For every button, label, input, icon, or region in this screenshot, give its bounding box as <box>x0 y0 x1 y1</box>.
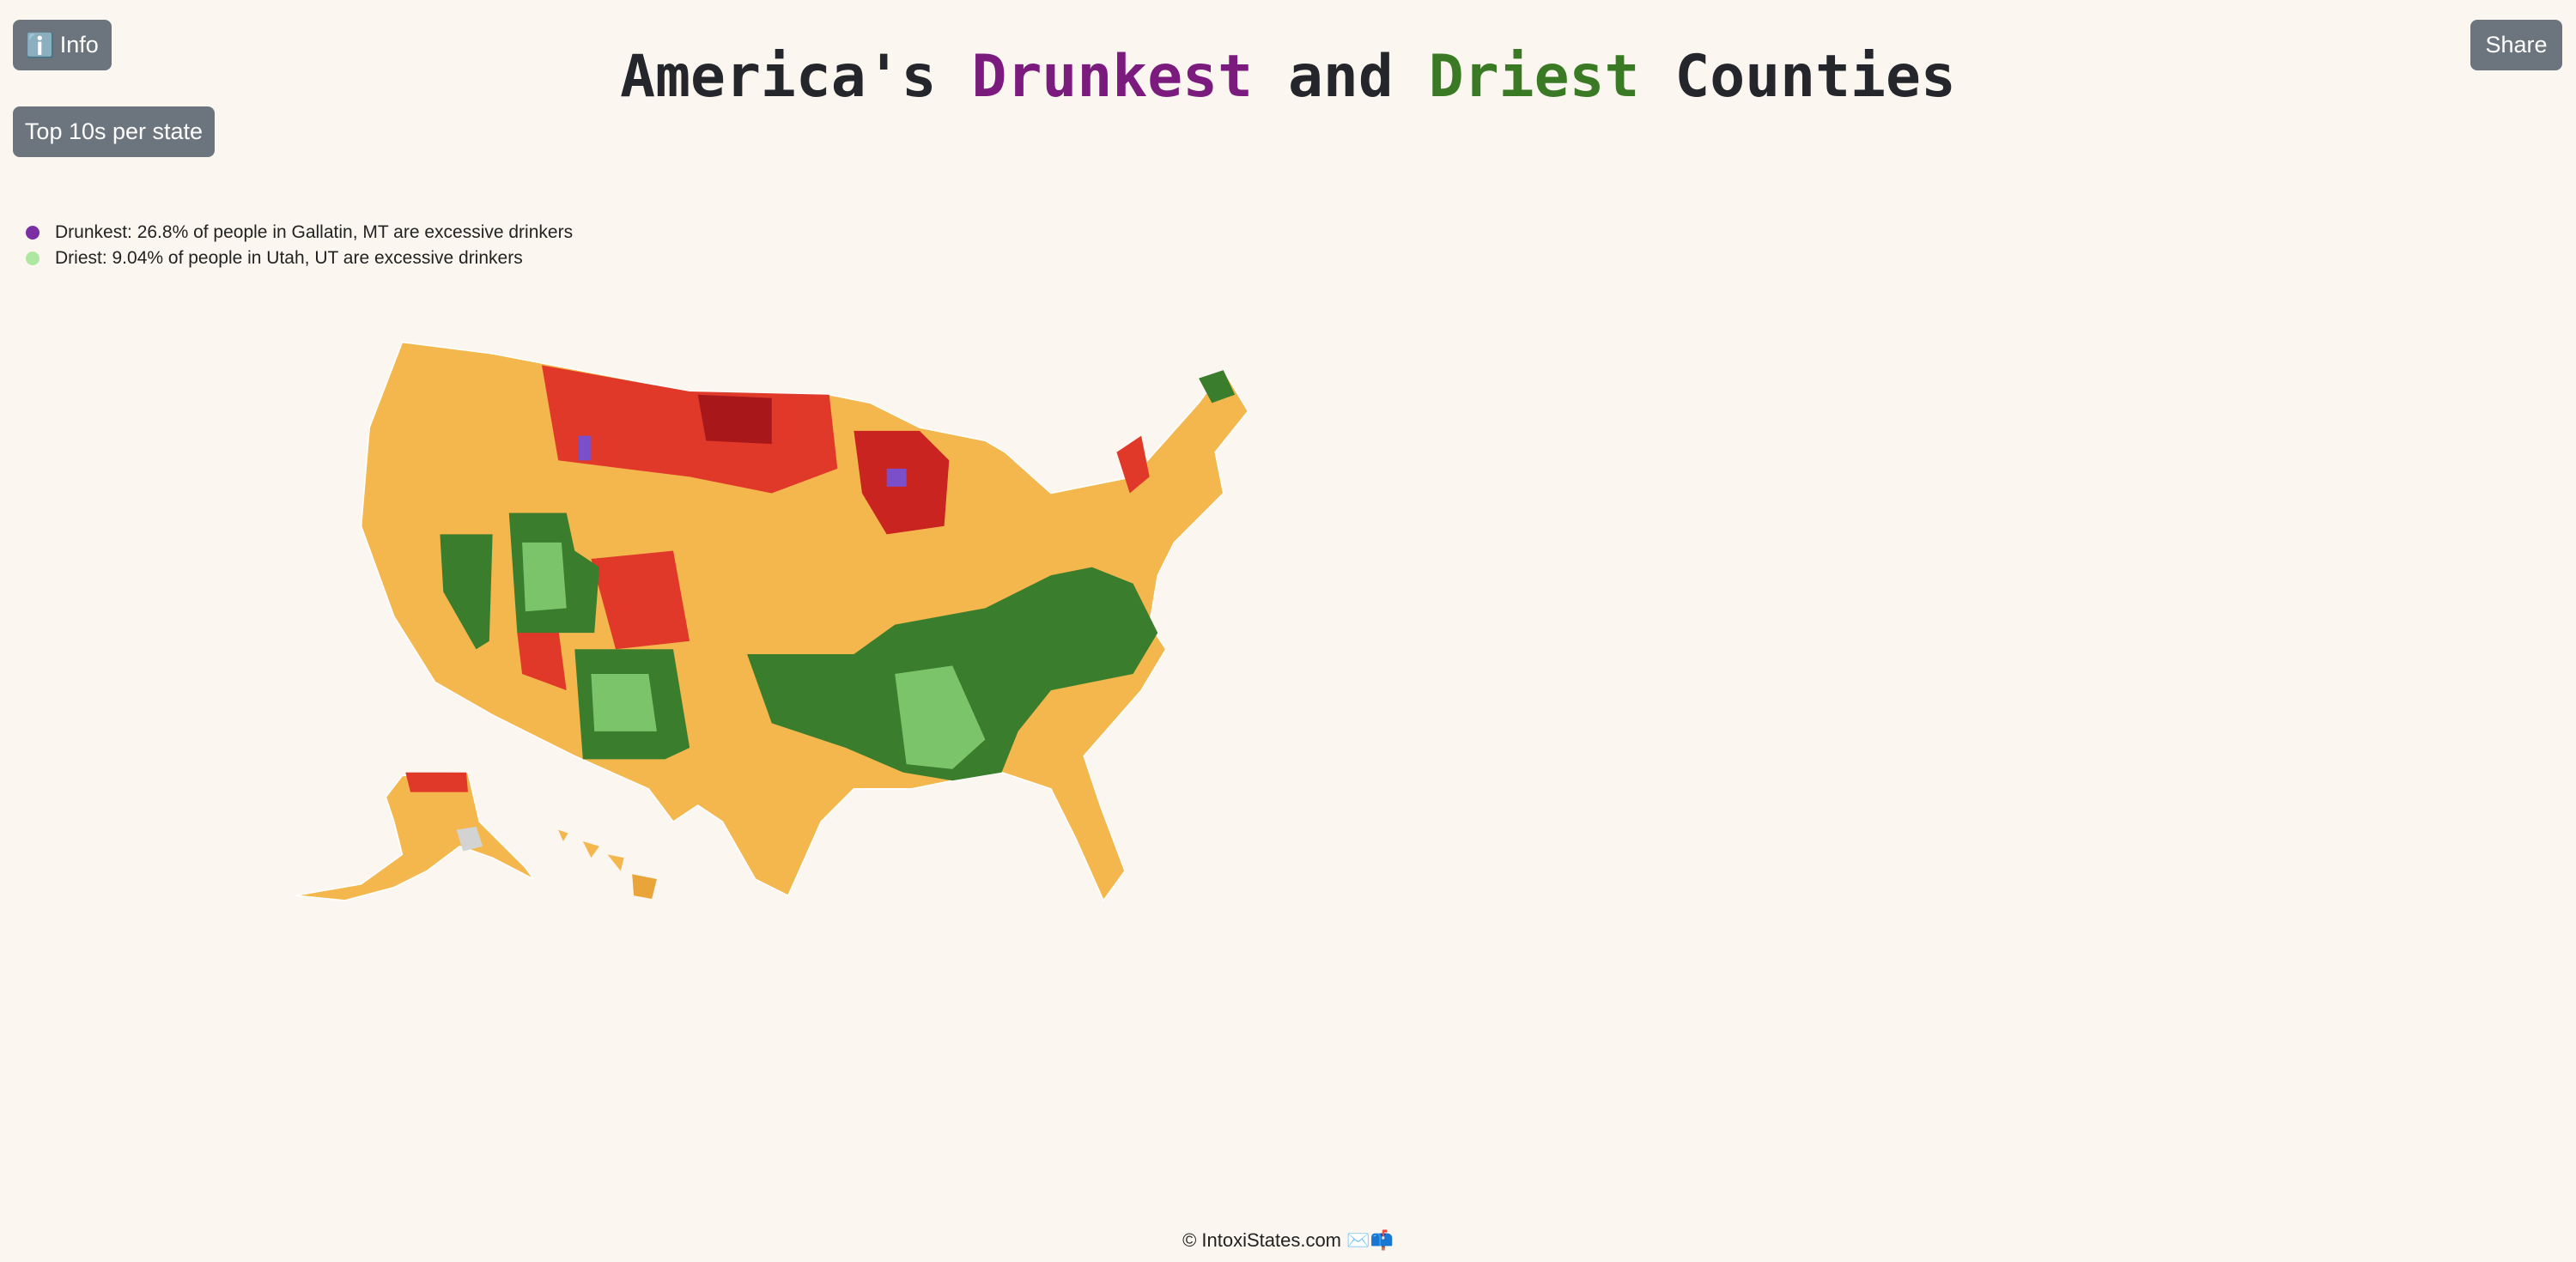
title-part: Driest <box>1428 43 1640 111</box>
footer: © IntoxiStates.com ✉️📫 <box>0 1229 2576 1252</box>
title-part: Counties <box>1639 43 1956 111</box>
red-region <box>517 628 567 691</box>
light-green-region <box>591 673 657 731</box>
top10-button[interactable]: Top 10s per state <box>13 106 215 157</box>
info-button[interactable]: ℹ️ Info <box>13 20 112 70</box>
red-region <box>591 550 690 650</box>
info-label: Info <box>59 32 99 58</box>
info-icon: ℹ️ <box>26 32 55 58</box>
footer-icons: ✉️📫 <box>1346 1229 1394 1251</box>
red-region <box>542 365 838 494</box>
legend-item: Drunkest: 26.8% of people in Gallatin, M… <box>26 222 573 243</box>
hawaii <box>607 854 624 871</box>
alaska <box>295 771 535 901</box>
title-part: Drunkest <box>971 43 1254 111</box>
green-region <box>440 534 493 650</box>
hawaii <box>632 874 657 899</box>
hawaii <box>558 829 568 842</box>
purple-region <box>886 468 907 487</box>
legend-label: Driest: 9.04% of people in Utah, UT are … <box>55 248 523 268</box>
title-part: America's <box>620 43 972 111</box>
dark-red-region <box>697 394 772 445</box>
title: America's Drunkest and Driest Counties <box>0 43 2576 111</box>
alaska-grey <box>456 826 483 852</box>
legend-dot <box>26 252 39 265</box>
title-part: and <box>1253 43 1429 111</box>
legend-label: Drunkest: 26.8% of people in Gallatin, M… <box>55 222 574 242</box>
footer-text: © IntoxiStates.com <box>1182 1229 1342 1251</box>
legend-dot <box>26 226 39 240</box>
alaska-red <box>405 772 468 792</box>
legend-item: Driest: 9.04% of people in Utah, UT are … <box>26 248 523 269</box>
purple-region <box>578 435 592 461</box>
red-region <box>1116 435 1150 494</box>
county-map[interactable] <box>279 329 1256 904</box>
light-green-region <box>522 542 567 612</box>
share-button[interactable]: Share <box>2470 20 2562 70</box>
light-green-region <box>895 665 986 769</box>
green-region <box>1199 370 1236 403</box>
lower-48 <box>360 341 1249 902</box>
hawaii <box>582 841 599 859</box>
